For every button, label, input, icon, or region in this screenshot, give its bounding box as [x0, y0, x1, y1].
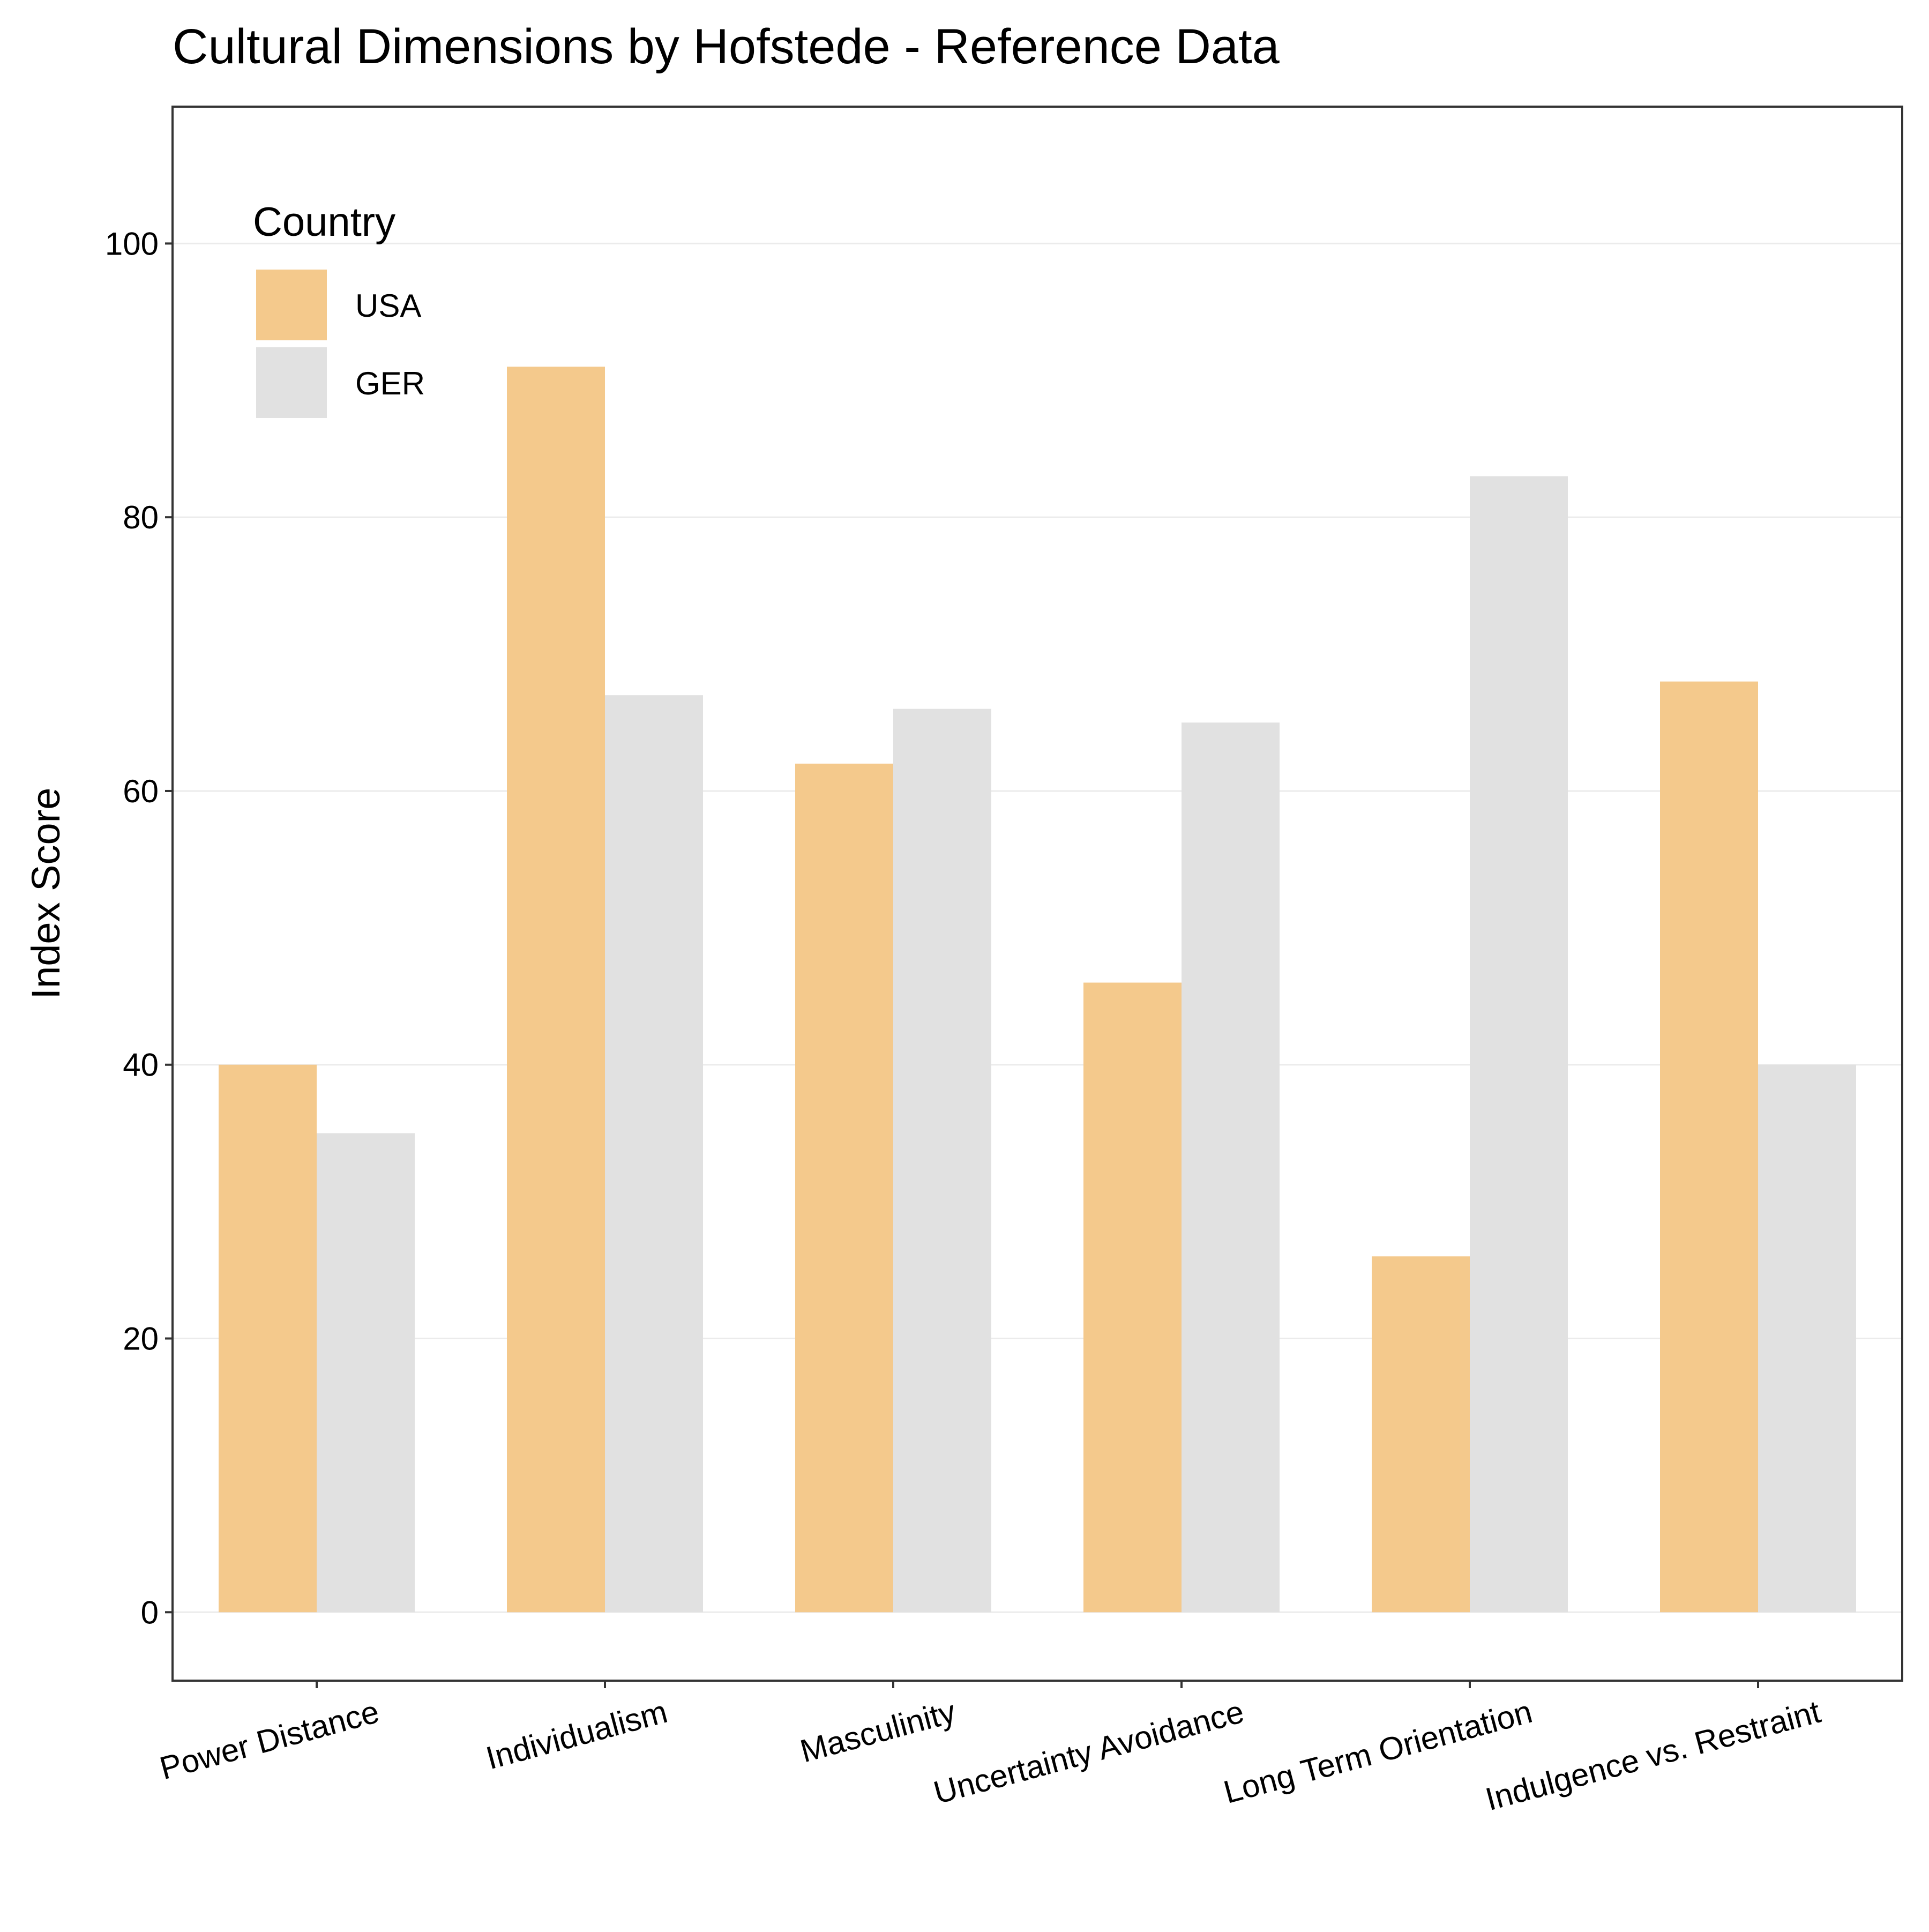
bar-ger: [1470, 476, 1568, 1613]
gridlines: [173, 242, 1902, 1613]
y-tick-label: 80: [123, 499, 159, 535]
bar-usa: [795, 763, 893, 1613]
y-tick-label: 60: [123, 773, 159, 809]
bar-ger: [1758, 1064, 1856, 1613]
y-axis-title: Index Score: [24, 788, 68, 999]
legend-title: Country: [253, 199, 395, 245]
legend-label-usa: USA: [355, 288, 421, 324]
y-axis: 0 20 40 60 80 100: [105, 226, 173, 1630]
chart-title: Cultural Dimensions by Hofstede - Refere…: [173, 19, 1280, 74]
bar-usa: [219, 1064, 317, 1613]
y-tick-label: 40: [123, 1047, 159, 1083]
legend-label-ger: GER: [355, 365, 425, 401]
bar-ger: [605, 695, 703, 1613]
bar-usa: [507, 367, 605, 1613]
plot-border: [171, 106, 1903, 1682]
y-tick-label: 20: [123, 1321, 159, 1357]
y-tick-label: 100: [105, 226, 159, 262]
bar-ger: [893, 708, 991, 1613]
x-tick-label: Masculinity: [796, 1694, 959, 1770]
y-tick-label: 0: [141, 1594, 159, 1630]
bar-usa: [1372, 1256, 1470, 1613]
bar-usa: [1660, 681, 1758, 1613]
bar-ger: [1182, 722, 1280, 1613]
bar-ger: [317, 1133, 415, 1613]
x-axis: Power Distance Individualism MasculinityUn…: [156, 1681, 1825, 1817]
bar-usa: [1083, 982, 1182, 1613]
x-tick-label: Uncertainty Avoidance: [930, 1694, 1247, 1811]
legend: Country USA GER: [253, 199, 425, 418]
x-tick-label: Indulgence vs. Restraint: [1482, 1694, 1824, 1817]
legend-key-ger: [256, 347, 327, 418]
bars: [219, 367, 1856, 1613]
x-tick-label: Power Distance: [156, 1694, 383, 1786]
legend-key-usa: [256, 270, 327, 340]
x-tick-label: Individualism: [482, 1694, 671, 1776]
